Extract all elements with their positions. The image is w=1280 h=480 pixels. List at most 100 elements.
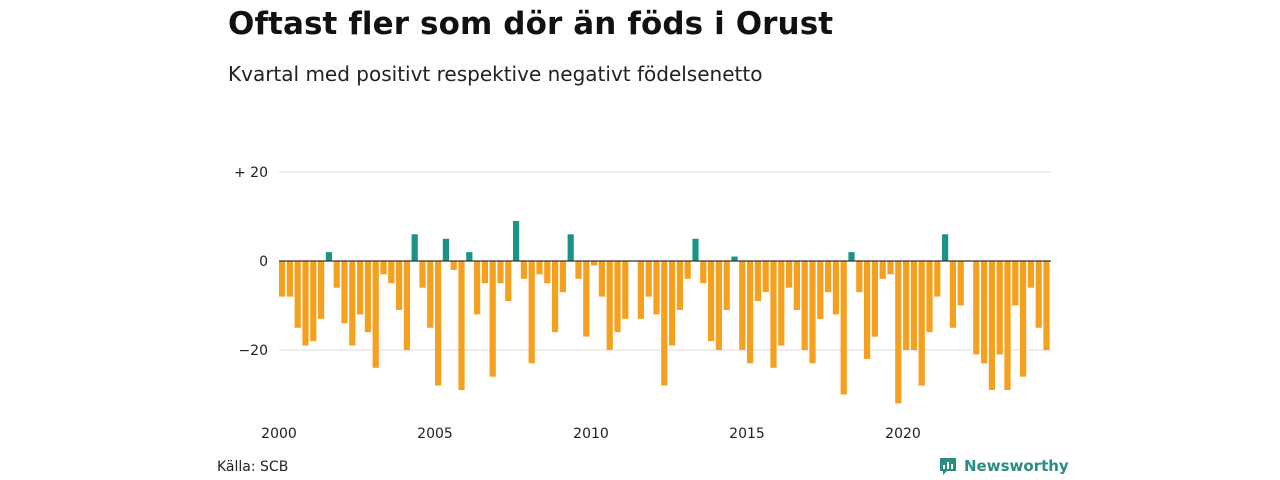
- bar[interactable]: [903, 261, 909, 350]
- bar[interactable]: [809, 261, 815, 363]
- bar[interactable]: [747, 261, 753, 363]
- bar[interactable]: [529, 261, 535, 363]
- bar[interactable]: [482, 261, 488, 283]
- bar[interactable]: [318, 261, 324, 319]
- bar[interactable]: [396, 261, 402, 310]
- bar[interactable]: [497, 261, 503, 283]
- bar[interactable]: [778, 261, 784, 346]
- bar[interactable]: [864, 261, 870, 359]
- bar[interactable]: [1043, 261, 1049, 350]
- bar[interactable]: [614, 261, 620, 332]
- bar[interactable]: [794, 261, 800, 310]
- bar[interactable]: [669, 261, 675, 346]
- bar[interactable]: [677, 261, 683, 310]
- bar[interactable]: [841, 261, 847, 395]
- bar[interactable]: [661, 261, 667, 386]
- bar[interactable]: [591, 261, 597, 265]
- bar[interactable]: [942, 234, 948, 261]
- bar[interactable]: [607, 261, 613, 350]
- bar[interactable]: [334, 261, 340, 288]
- bar[interactable]: [373, 261, 379, 368]
- bar[interactable]: [451, 261, 457, 270]
- bar[interactable]: [646, 261, 652, 297]
- bar[interactable]: [638, 261, 644, 319]
- bar[interactable]: [575, 261, 581, 279]
- bar[interactable]: [997, 261, 1003, 354]
- bar[interactable]: [513, 221, 519, 261]
- bar[interactable]: [552, 261, 558, 332]
- bar[interactable]: [724, 261, 730, 310]
- bar[interactable]: [521, 261, 527, 279]
- bar[interactable]: [490, 261, 496, 377]
- bar[interactable]: [404, 261, 410, 350]
- bar[interactable]: [880, 261, 886, 279]
- bar[interactable]: [825, 261, 831, 292]
- bar[interactable]: [833, 261, 839, 314]
- bar[interactable]: [279, 261, 285, 297]
- bar[interactable]: [287, 261, 293, 297]
- bar[interactable]: [568, 234, 574, 261]
- bar[interactable]: [474, 261, 480, 314]
- bar[interactable]: [1036, 261, 1042, 328]
- bar[interactable]: [427, 261, 433, 328]
- bar[interactable]: [950, 261, 956, 328]
- bar[interactable]: [786, 261, 792, 288]
- bar[interactable]: [380, 261, 386, 274]
- newsworthy-brand[interactable]: Newsworthy: [938, 456, 1069, 476]
- bar[interactable]: [302, 261, 308, 346]
- bar[interactable]: [934, 261, 940, 297]
- bar[interactable]: [310, 261, 316, 341]
- bar[interactable]: [926, 261, 932, 332]
- bar[interactable]: [731, 257, 737, 261]
- bar[interactable]: [412, 234, 418, 261]
- bar[interactable]: [989, 261, 995, 390]
- bar[interactable]: [622, 261, 628, 319]
- bar[interactable]: [716, 261, 722, 350]
- bar[interactable]: [895, 261, 901, 403]
- bar[interactable]: [505, 261, 511, 301]
- bar[interactable]: [599, 261, 605, 297]
- bar[interactable]: [755, 261, 761, 301]
- bar[interactable]: [443, 239, 449, 261]
- bar[interactable]: [326, 252, 332, 261]
- bar[interactable]: [1004, 261, 1010, 390]
- bar[interactable]: [872, 261, 878, 337]
- bar[interactable]: [958, 261, 964, 306]
- bar[interactable]: [295, 261, 301, 328]
- bar[interactable]: [536, 261, 542, 274]
- bar[interactable]: [700, 261, 706, 283]
- bar[interactable]: [1020, 261, 1026, 377]
- bar[interactable]: [802, 261, 808, 350]
- bar[interactable]: [1028, 261, 1034, 288]
- bar[interactable]: [583, 261, 589, 337]
- bar[interactable]: [911, 261, 917, 350]
- bar[interactable]: [856, 261, 862, 292]
- bar[interactable]: [435, 261, 441, 386]
- bar[interactable]: [973, 261, 979, 354]
- bar[interactable]: [919, 261, 925, 386]
- bar[interactable]: [653, 261, 659, 314]
- bar[interactable]: [341, 261, 347, 323]
- bar[interactable]: [770, 261, 776, 368]
- bar[interactable]: [365, 261, 371, 332]
- bar[interactable]: [560, 261, 566, 292]
- bar[interactable]: [458, 261, 464, 390]
- bar[interactable]: [708, 261, 714, 341]
- bar[interactable]: [887, 261, 893, 274]
- bar[interactable]: [848, 252, 854, 261]
- bar[interactable]: [763, 261, 769, 292]
- y-tick-label: 0: [259, 254, 268, 270]
- bar[interactable]: [692, 239, 698, 261]
- bar[interactable]: [1012, 261, 1018, 306]
- bar[interactable]: [388, 261, 394, 283]
- bar[interactable]: [981, 261, 987, 363]
- bar[interactable]: [739, 261, 745, 350]
- bar[interactable]: [466, 252, 472, 261]
- x-tick-label: 2010: [573, 426, 609, 442]
- bar[interactable]: [817, 261, 823, 319]
- bar[interactable]: [357, 261, 363, 314]
- bar[interactable]: [419, 261, 425, 288]
- bar[interactable]: [349, 261, 355, 346]
- bar[interactable]: [544, 261, 550, 283]
- bar[interactable]: [685, 261, 691, 279]
